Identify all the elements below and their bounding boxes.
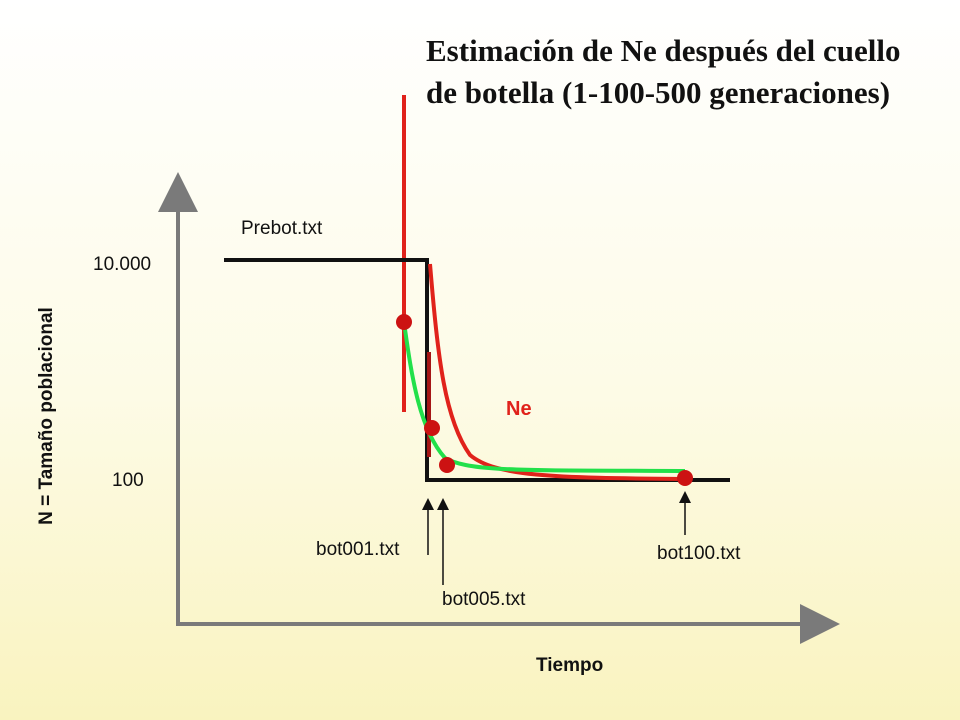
sample-point-bot001 — [424, 420, 440, 436]
label-bot005: bot005.txt — [442, 589, 526, 610]
sample-point-bot005 — [439, 457, 455, 473]
label-ne: Ne — [506, 398, 532, 420]
sample-point-bot100 — [677, 470, 693, 486]
title-line-2: de botella (1-100-500 generaciones) — [426, 75, 891, 110]
sample-point-prebot — [396, 314, 412, 330]
y-axis-label: N = Tamaño poblacional — [36, 307, 57, 525]
label-prebot: Prebot.txt — [241, 218, 323, 239]
label-bot100: bot100.txt — [657, 543, 741, 564]
x-axis-label: Tiempo — [536, 655, 604, 676]
y-tick-10000: 10.000 — [93, 254, 152, 275]
ne-curve — [428, 263, 686, 481]
slide-title: Estimación de Ne después del cuello de b… — [426, 30, 946, 114]
y-tick-100: 100 — [112, 470, 144, 491]
label-bot001: bot001.txt — [316, 539, 400, 560]
title-line-1: Estimación de Ne después del cuello — [426, 33, 901, 68]
population-size-line — [224, 258, 730, 482]
